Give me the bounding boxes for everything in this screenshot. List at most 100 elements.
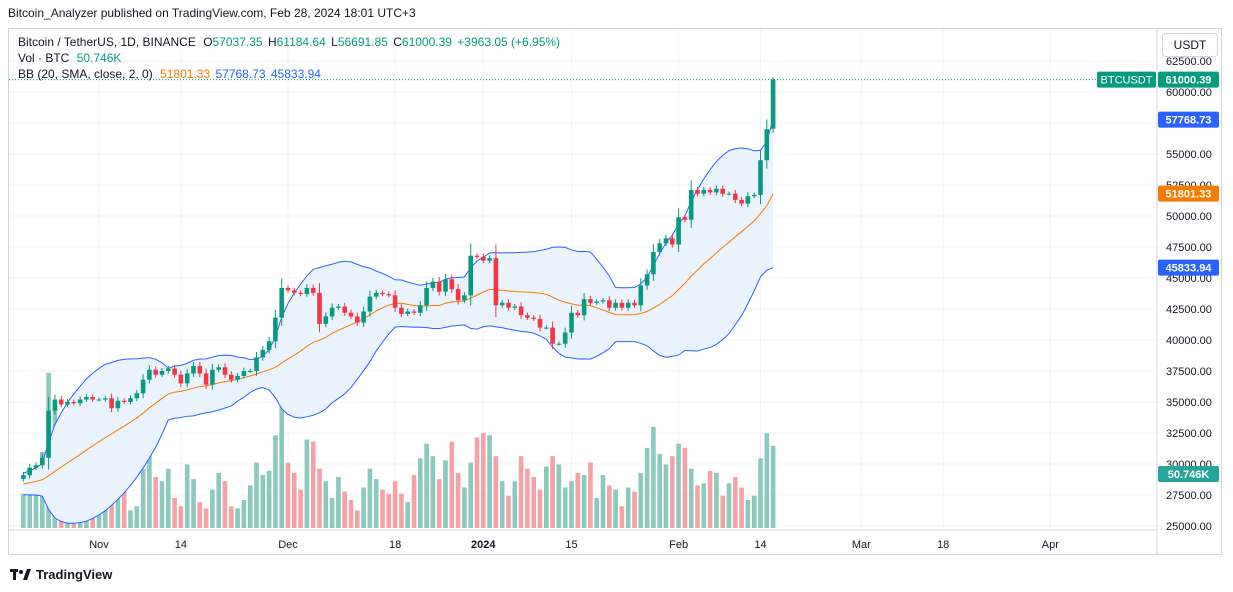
candle-body (348, 312, 354, 317)
open-value: 57037.35 (212, 35, 263, 49)
volume-bar (594, 497, 599, 528)
tradingview-logo[interactable]: TradingView (10, 567, 112, 582)
candle-body (336, 306, 341, 308)
volume-bar (342, 491, 347, 528)
volume-bar (210, 489, 215, 528)
volume-bar (600, 474, 606, 528)
candle-body (46, 410, 51, 458)
candle-body (159, 371, 165, 375)
volume-bar (109, 502, 114, 528)
volume-bar (203, 508, 209, 528)
candle-body (682, 217, 688, 220)
volume-bar (449, 441, 455, 528)
volume-bar (688, 468, 694, 528)
volume-bar (115, 485, 121, 528)
candle-body (128, 398, 133, 402)
volume-bar (481, 433, 486, 528)
volume-bar (588, 462, 593, 528)
bb-label[interactable]: BB (20, SMA, close, 2, 0) (18, 67, 153, 81)
candle-body (619, 302, 625, 308)
volume-bar (21, 493, 26, 528)
currency-button[interactable]: USDT (1162, 33, 1218, 57)
candle-body (191, 366, 196, 374)
volume-value: 50.746K (76, 51, 122, 65)
candle-body (550, 327, 555, 344)
candle-body (594, 301, 599, 303)
volume-bar (216, 472, 221, 528)
price-tick-label: 42500.00 (1166, 304, 1212, 316)
candle-body (588, 299, 593, 303)
price-tag (1158, 71, 1219, 88)
volume-bar (556, 464, 562, 528)
volume-bar (531, 477, 536, 528)
candle-body (638, 285, 644, 306)
volume-bar (638, 472, 644, 528)
candle-body (739, 199, 744, 204)
volume-bar (462, 487, 467, 528)
symbol-title[interactable]: Bitcoin / TetherUS, 1D, BINANCE (18, 35, 196, 49)
candle-body (292, 290, 297, 293)
candle-body (285, 287, 291, 291)
tradingview-icon (10, 568, 31, 580)
volume-label[interactable]: Vol · BTC (18, 51, 70, 65)
volume-bar (273, 435, 278, 528)
volume-bar (411, 474, 417, 528)
volume-bar (241, 499, 247, 528)
price-tick-label: 25000.00 (1166, 521, 1212, 533)
candle-body (222, 367, 228, 375)
volume-bar (455, 472, 461, 528)
volume-bar (153, 477, 158, 528)
price-tag (1158, 466, 1219, 482)
candle-body (462, 295, 467, 301)
price-tag (1158, 259, 1219, 276)
chart-frame[interactable] (8, 28, 1222, 555)
candle-body (140, 379, 146, 394)
candle-body (247, 371, 253, 372)
candle-body (229, 374, 234, 380)
price-tick-label: 47500.00 (1166, 242, 1212, 254)
volume-bar (348, 499, 354, 528)
low-value: 56691.85 (337, 35, 388, 49)
volume-bar (644, 447, 650, 528)
price-tag (1158, 111, 1219, 128)
candle-body (745, 196, 751, 204)
volume-bar (392, 481, 398, 528)
volume-bar (329, 497, 335, 528)
candle-body (764, 129, 770, 161)
candle-body (544, 327, 549, 329)
volume-bar (544, 466, 549, 528)
candle-body (241, 371, 247, 376)
candle-body (751, 194, 757, 197)
candle-body (317, 292, 322, 324)
volume-bar (399, 493, 404, 528)
candle-body (310, 287, 316, 293)
candle-body (436, 281, 442, 292)
bollinger-band-fill (23, 119, 774, 524)
volume-bar (373, 479, 379, 528)
candle-body (323, 316, 329, 324)
volume-bar (499, 481, 505, 528)
candle-body (575, 312, 581, 316)
candle-body (197, 366, 203, 374)
volume-bar (27, 477, 32, 528)
price-tick-label: 60000.00 (1166, 87, 1212, 99)
time-tick-label: Nov (89, 539, 109, 551)
high-label: H (267, 35, 277, 49)
volume-bar (310, 441, 316, 528)
candle-body (707, 189, 713, 193)
volume-bar (424, 443, 429, 528)
volume-bar (166, 468, 171, 528)
candle-body (71, 402, 77, 404)
volume-bar (197, 502, 203, 528)
volume-bar (758, 458, 763, 528)
symbol-tag (1097, 71, 1156, 88)
candle-body (701, 189, 707, 194)
bb-lower-line (23, 267, 774, 524)
volume-bar (436, 479, 442, 528)
candle-body (216, 367, 221, 370)
candle-body (468, 255, 473, 296)
bollinger-fill (23, 119, 774, 524)
candle-body (657, 243, 662, 252)
candle-body (474, 255, 480, 257)
